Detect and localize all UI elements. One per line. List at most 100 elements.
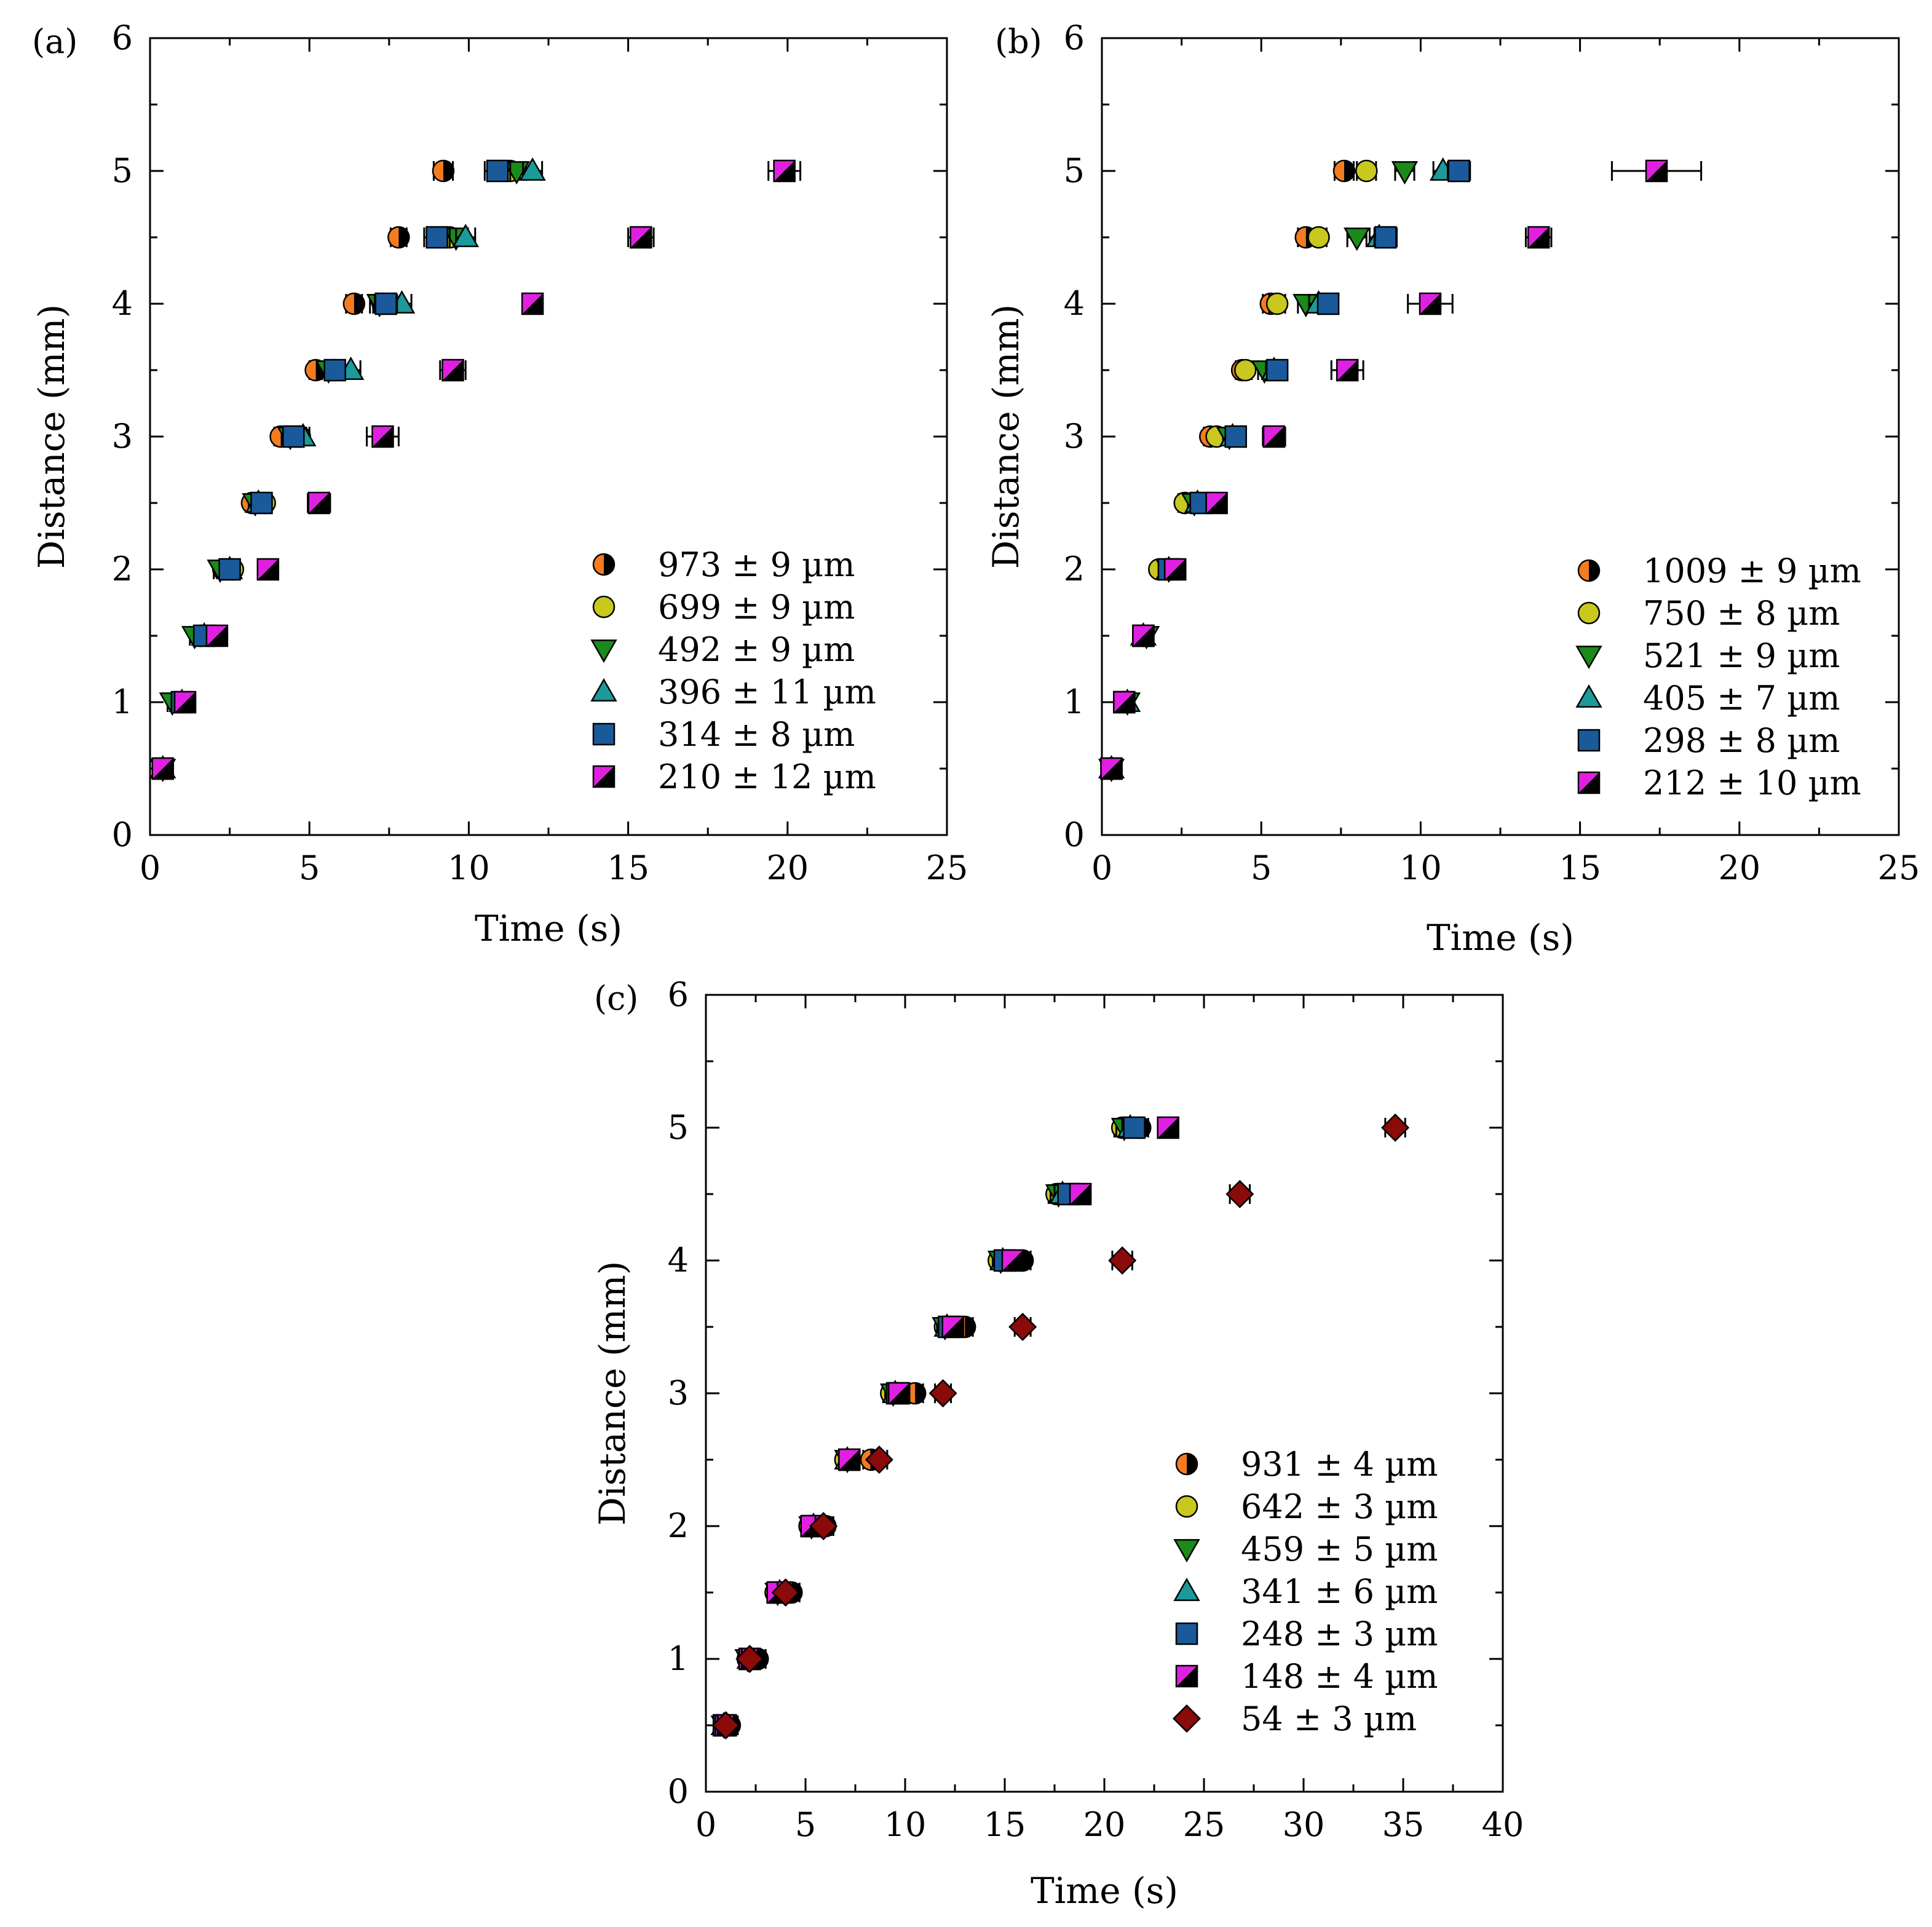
data-point [1419, 292, 1442, 315]
data-point [735, 1644, 764, 1674]
y-tick-label: 2 [112, 550, 133, 588]
data-point [387, 226, 410, 249]
panel-b: (b) 0 5 10 15 20 25 0 1 2 3 4 5 6 Time (s) Distance (mm… [985, 18, 1920, 959]
data-point [1381, 1113, 1410, 1142]
legend-label: 314 ± 8 µm [658, 715, 855, 754]
x-tick-label: 15 [1559, 849, 1601, 887]
data-point [1355, 159, 1378, 183]
data-point [250, 491, 273, 515]
data-point [888, 1382, 911, 1405]
data-point [1527, 226, 1550, 249]
data-point [371, 425, 394, 448]
x-tick-label: 15 [984, 1805, 1026, 1844]
series-6 [715, 1116, 1179, 1737]
legend-marker [1173, 1577, 1200, 1601]
legend-label: 298 ± 8 µm [1643, 721, 1840, 760]
legend-marker [1175, 1452, 1198, 1476]
legend-marker [592, 595, 616, 619]
y-tick-label: 4 [112, 284, 133, 323]
series-1 [1100, 159, 1356, 780]
data-point [1069, 1182, 1092, 1206]
data-point [1132, 624, 1155, 647]
panel-a: (a) 0 5 10 15 20 25 0 1 2 3 4 5 6 Time (s) Distance (mm… [31, 18, 968, 949]
data-point [521, 292, 544, 315]
data-point [1374, 226, 1397, 249]
data-point [282, 425, 305, 448]
series-4 [1098, 157, 1457, 778]
data-point [1307, 226, 1330, 249]
x-axis-title: Time (s) [475, 908, 622, 949]
data-point [711, 1711, 740, 1740]
data-point [173, 690, 197, 714]
data-point [1113, 690, 1136, 714]
x-tick-label: 5 [299, 849, 320, 887]
data-point [1157, 1116, 1179, 1139]
x-tick-label: 5 [1251, 849, 1272, 887]
legend-marker [592, 722, 616, 746]
y-tick-label: 0 [1064, 815, 1085, 854]
y-tick-label: 5 [112, 151, 133, 190]
x-tick-label: 20 [766, 849, 809, 887]
y-axis-title: Distance (mm) [592, 1261, 633, 1526]
legend-marker [1577, 559, 1601, 582]
legend-marker [1577, 729, 1601, 752]
x-tick-label: 40 [1482, 1805, 1524, 1844]
series-6 [1100, 159, 1703, 780]
data-point [307, 491, 331, 515]
x-tick-label: 25 [1878, 849, 1920, 887]
series-4 [710, 1114, 1144, 1735]
x-tick-label: 20 [1718, 849, 1760, 887]
panel-label: (a) [32, 22, 77, 61]
y-tick-label: 5 [1064, 151, 1085, 190]
series-3 [149, 161, 530, 783]
x-axis-title: Time (s) [1427, 917, 1574, 959]
data-point [374, 292, 397, 315]
x-axis-title: Time (s) [1031, 1870, 1178, 1912]
x-tick-label: 25 [926, 849, 968, 887]
legend-marker [1175, 1495, 1198, 1518]
legend-marker [1173, 1539, 1200, 1563]
series-2 [712, 1116, 1134, 1737]
data-point [1265, 358, 1289, 382]
legend-label: 405 ± 7 µm [1643, 679, 1840, 718]
data-point [1001, 1249, 1024, 1272]
y-tick-label: 2 [668, 1506, 689, 1545]
data-point [1163, 558, 1187, 581]
data-point [838, 1448, 861, 1471]
data-point [809, 1511, 838, 1541]
legend-label: 642 ± 3 µm [1241, 1487, 1438, 1526]
data-point [1008, 1312, 1037, 1342]
y-axis-title: Distance (mm) [985, 304, 1027, 569]
data-point [1100, 757, 1123, 780]
legend-marker [1577, 601, 1601, 625]
series-7 [711, 1113, 1410, 1740]
legend-label: 148 ± 4 µm [1241, 1657, 1438, 1696]
legend-label: 341 ± 6 µm [1241, 1572, 1438, 1611]
data-point [151, 757, 174, 780]
series-5 [1100, 159, 1471, 780]
data-point [342, 292, 366, 315]
series-5 [151, 159, 512, 780]
data-point [432, 159, 455, 183]
legend-marker [1172, 1704, 1202, 1733]
series-6 [151, 159, 802, 780]
legend-label: 699 ± 9 µm [658, 588, 855, 627]
data-point [1234, 358, 1257, 382]
data-point [205, 624, 229, 647]
legend-label: 521 ± 9 µm [1643, 636, 1840, 675]
data-point [1205, 491, 1228, 515]
data-point [256, 558, 280, 581]
data-point [865, 1445, 893, 1474]
y-tick-label: 4 [668, 1241, 689, 1280]
data-point [218, 558, 241, 581]
data-point [486, 159, 509, 183]
data-point [1391, 161, 1419, 185]
x-tick-label: 0 [695, 1805, 716, 1844]
x-tick-label: 10 [1400, 849, 1442, 887]
data-point [1123, 1116, 1146, 1139]
legend-label: 1009 ± 9 µm [1643, 552, 1861, 590]
legend-marker [592, 765, 616, 788]
y-axis-title: Distance (mm) [31, 304, 73, 569]
legend-label: 248 ± 3 µm [1241, 1615, 1438, 1653]
